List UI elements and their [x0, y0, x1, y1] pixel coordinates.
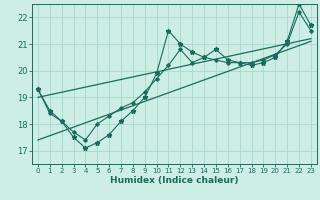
- X-axis label: Humidex (Indice chaleur): Humidex (Indice chaleur): [110, 176, 239, 185]
